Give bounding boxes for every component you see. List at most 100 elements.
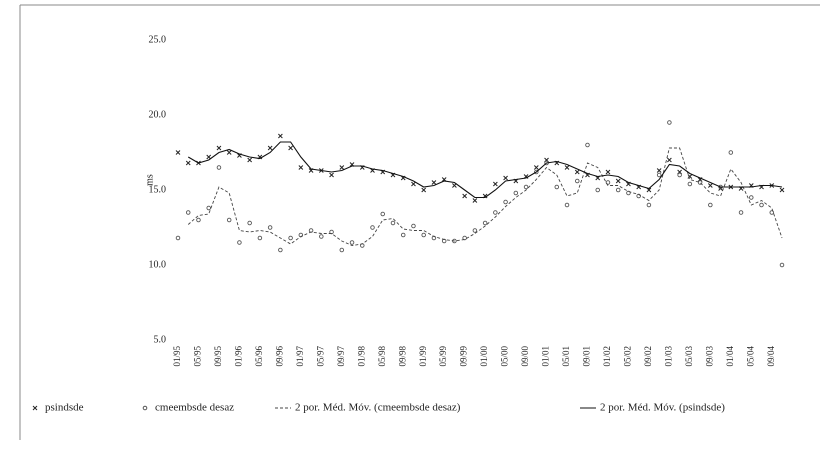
circle-marker: [226, 217, 232, 223]
x-tick-label: 01/95: [172, 346, 182, 367]
x-tick-label: 01/96: [233, 346, 243, 367]
x-marker: [431, 180, 437, 185]
x-marker: [656, 168, 662, 173]
circle-marker: [575, 178, 580, 184]
x-tick-label: 01/98: [356, 346, 366, 367]
x-tick-label: 09/01: [582, 346, 592, 367]
circle-marker: [728, 150, 734, 155]
x-tick-label: 01/00: [479, 346, 489, 367]
x-tick-label: 09/00: [520, 346, 530, 367]
legend-label: psindsde: [45, 402, 84, 414]
circle-marker: [472, 228, 478, 233]
x-tick-label: 09/96: [274, 346, 284, 367]
circle-marker: [185, 210, 191, 215]
x-marker: [605, 169, 611, 175]
circle-marker: [769, 210, 775, 215]
circle-marker: [247, 220, 252, 226]
circle-marker: [196, 217, 201, 223]
x-marker: [503, 175, 508, 181]
x-marker: [206, 154, 212, 160]
circle-marker: [319, 234, 324, 239]
circle-marker: [779, 262, 785, 268]
x-tick-label: 09/98: [397, 346, 407, 367]
x-tick-label: 09/04: [766, 346, 776, 367]
legend-label: 2 por. Méd. Móv. (cmeembsde desaz): [295, 402, 461, 414]
x-tick-label: 05/99: [438, 346, 448, 367]
y-tick-label: 25.0: [149, 34, 167, 45]
circle-marker: [564, 202, 570, 208]
x-tick-label: 05/02: [623, 346, 633, 367]
circle-marker: [523, 184, 529, 190]
y-axis-label: ms: [144, 174, 155, 186]
x-marker: [779, 187, 785, 193]
x-marker: [574, 169, 580, 175]
circle-marker: [216, 165, 222, 170]
x-marker: [615, 178, 621, 184]
circle-marker: [380, 211, 385, 217]
x-tick-label: 01/02: [602, 346, 612, 367]
circle-marker: [390, 220, 396, 226]
x-marker: [687, 174, 693, 179]
circle-marker: [749, 195, 754, 200]
x-tick-label: 09/97: [336, 346, 346, 367]
circle-marker: [687, 181, 693, 187]
x-marker: [411, 181, 416, 187]
circle-marker: [708, 202, 713, 208]
circle-marker: [493, 210, 498, 215]
y-tick-label: 5.0: [154, 334, 167, 345]
circle-marker: [237, 240, 242, 245]
y-tick-label: 10.0: [149, 259, 167, 270]
circle-marker: [738, 210, 744, 215]
x-marker: [339, 165, 345, 170]
x-tick-label: 05/96: [254, 346, 264, 367]
circle-marker: [411, 223, 416, 229]
ma-line: [187, 141, 783, 199]
circle-marker: [615, 187, 621, 193]
circle-marker: [503, 199, 508, 205]
y-tick-label: 15.0: [149, 184, 167, 195]
x-marker: [421, 187, 427, 193]
x-tick-label: 05/01: [561, 346, 571, 367]
x-tick-label: 05/04: [745, 346, 755, 367]
circle-marker: [646, 202, 652, 208]
circle-marker: [513, 190, 519, 196]
circle-marker: [349, 240, 355, 245]
circle-marker: [370, 225, 375, 230]
x-tick-label: 01/03: [663, 346, 673, 367]
x-marker: [564, 165, 570, 170]
ma-line: [187, 147, 783, 246]
circle-marker: [421, 232, 426, 238]
circle-marker: [257, 235, 263, 241]
circle-marker: [677, 172, 682, 178]
x-marker: [462, 193, 467, 199]
x-marker: [452, 183, 457, 188]
x-tick-label: 09/02: [643, 346, 653, 367]
x-marker: [493, 181, 498, 187]
x-marker: [533, 165, 539, 170]
x-marker: [185, 160, 191, 166]
circle-marker: [595, 187, 600, 193]
circle-marker: [534, 169, 539, 175]
x-marker: [216, 145, 222, 151]
circle-marker: [267, 225, 273, 230]
y-tick-label: 20.0: [149, 109, 167, 120]
x-marker: [267, 145, 273, 151]
circle-marker: [482, 220, 488, 226]
legend-label: 2 por. Méd. Móv. (psindsde): [600, 402, 725, 414]
circle-marker: [626, 190, 631, 196]
x-tick-label: 01/97: [295, 346, 305, 367]
legend-marker: [32, 405, 38, 411]
x-marker: [288, 145, 293, 151]
legend-marker: [142, 405, 148, 411]
circle-marker: [278, 247, 283, 253]
x-marker: [278, 133, 283, 139]
x-tick-label: 01/99: [418, 346, 428, 367]
x-tick-label: 05/95: [193, 346, 203, 367]
x-tick-label: 01/04: [725, 346, 735, 367]
circle-marker: [400, 232, 406, 238]
x-marker: [707, 183, 713, 188]
x-marker: [247, 157, 253, 163]
x-marker: [175, 150, 181, 155]
x-marker: [472, 198, 478, 203]
